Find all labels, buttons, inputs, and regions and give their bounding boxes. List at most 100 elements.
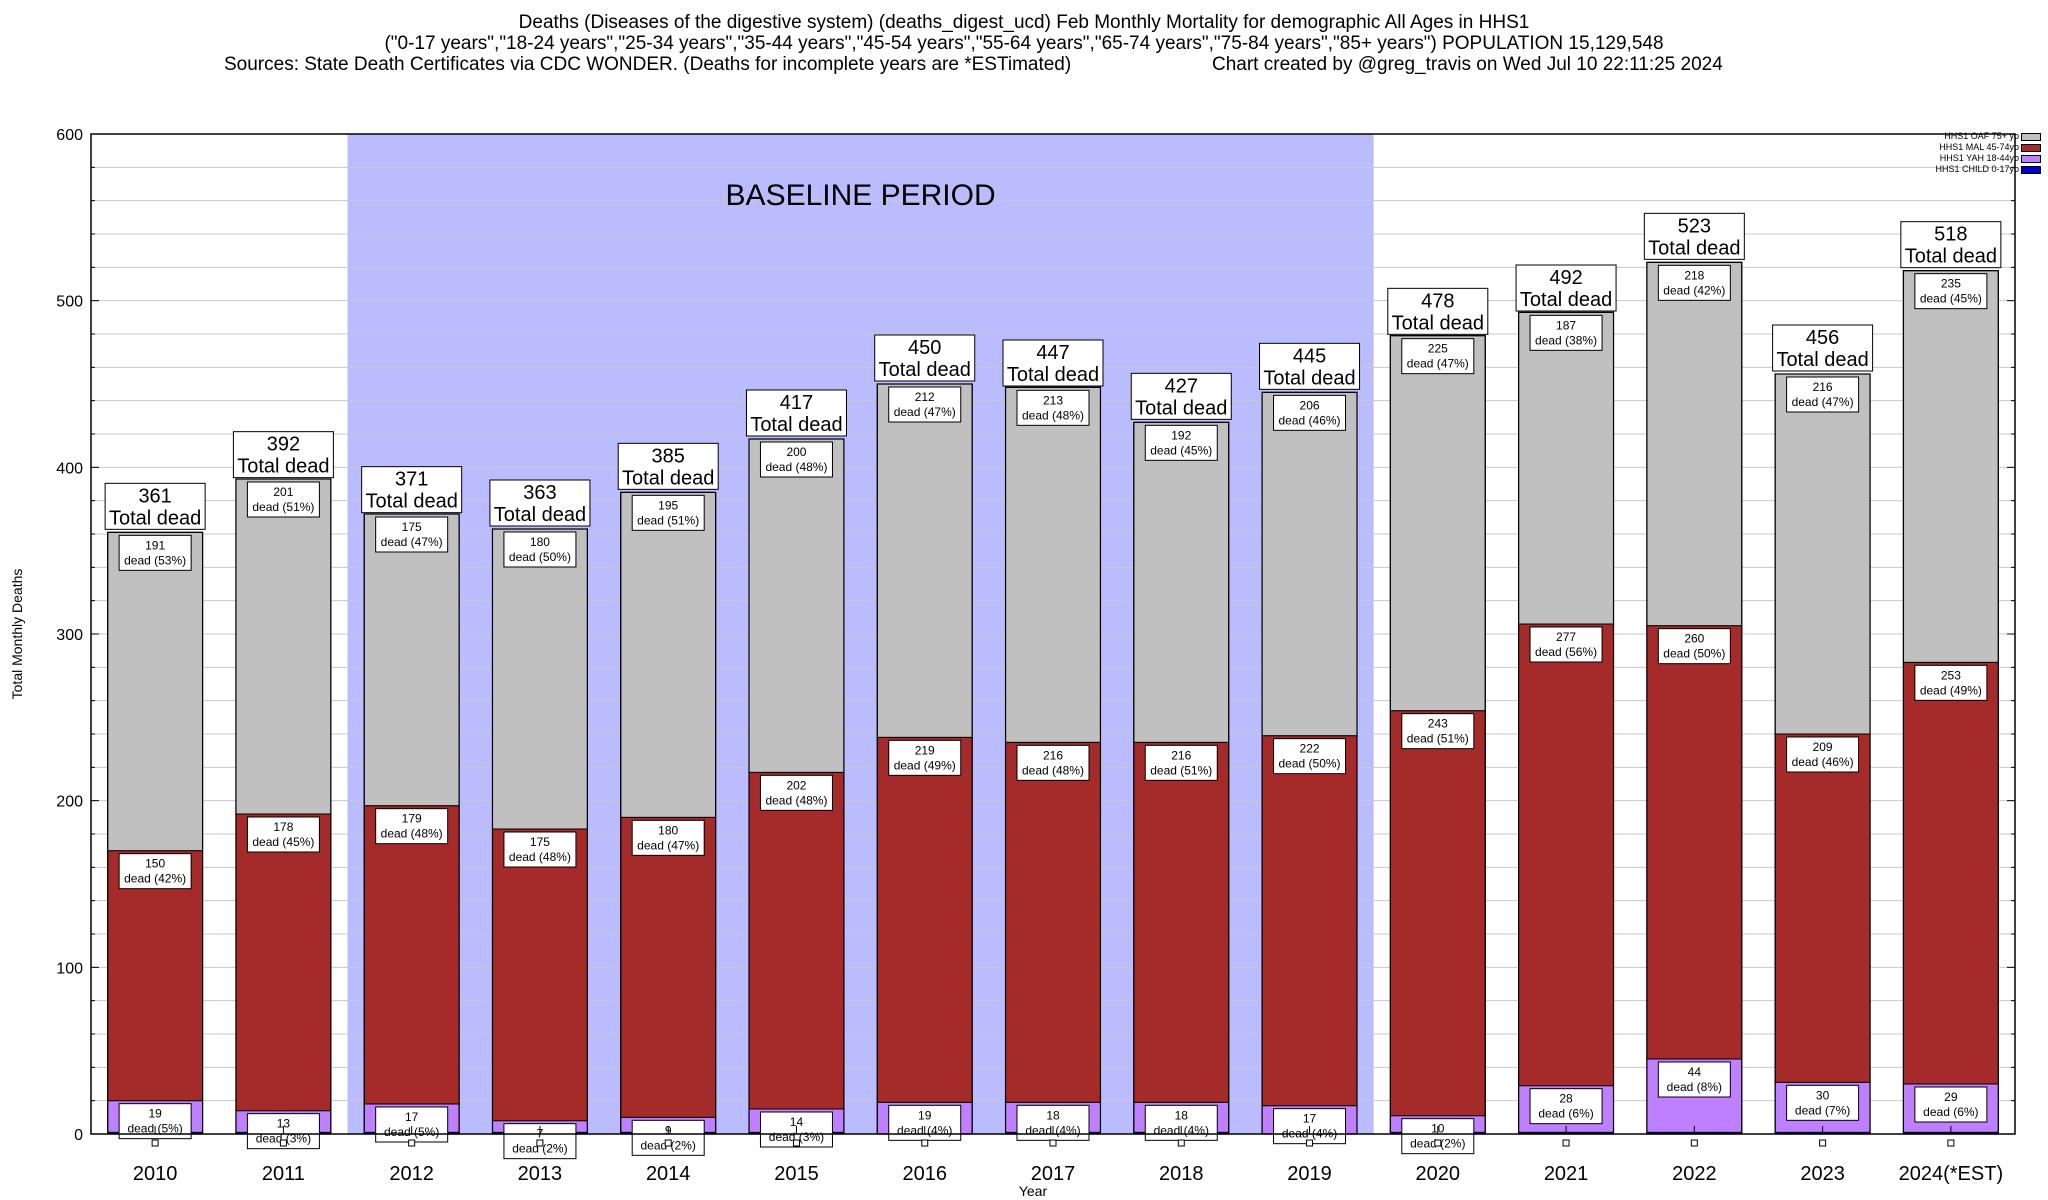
segment-value-label: 18 — [1046, 1108, 1060, 1122]
x-tick-label: 2017 — [1031, 1163, 1076, 1185]
child-marker — [1306, 1139, 1314, 1147]
total-label-box — [1259, 342, 1361, 390]
segment-label-box — [759, 774, 833, 811]
legend-entry: HHS1 CHILD 0-17yo — [1880, 164, 2045, 175]
x-tick-label: 2013 — [518, 1163, 563, 1185]
segment-percent-label: dead (38%) — [1535, 333, 1597, 347]
segment-percent-label: dead (47%) — [637, 838, 699, 852]
segment-value-label: 29 — [1944, 1090, 1958, 1104]
segment-value-label: 218 — [1684, 268, 1704, 282]
total-label-box — [1387, 287, 1489, 335]
total-text-label: Total dead — [622, 467, 714, 489]
total-label-box — [361, 466, 463, 514]
bar-segment — [620, 816, 717, 1118]
child-marker — [664, 1139, 672, 1147]
child-marker — [1434, 1139, 1442, 1147]
chart-credit: Chart created by @greg_travis on Wed Jul… — [1212, 54, 1723, 75]
segment-label-box — [375, 1106, 449, 1143]
chart-subtitle: ("0-17 years","18-24 years","25-34 years… — [384, 33, 1664, 54]
segment-percent-label: dead (48%) — [381, 827, 443, 841]
bar-segment — [1902, 661, 1999, 1085]
segment-percent-label: dead (51%) — [1407, 732, 1469, 746]
bar-segment — [876, 383, 973, 738]
chart-legend: HHS1 OAF 75+ yo HHS1 MAL 45-74yo HHS1 YAH … — [1880, 131, 2045, 175]
segment-label-box — [759, 441, 833, 478]
legend-entry: HHS1 OAF 75+ yo — [1880, 131, 2045, 142]
total-value-label: 417 — [780, 392, 813, 414]
segment-label-box — [1016, 389, 1090, 426]
total-label-box — [1130, 372, 1232, 420]
legend-label: HHS1 YAH 18-44yo — [1939, 153, 2019, 163]
child-marker — [1562, 1139, 1570, 1147]
total-text-label: Total dead — [879, 359, 971, 381]
segment-label-box — [1273, 738, 1347, 775]
bar-segment — [1389, 335, 1486, 712]
segment-label-box — [118, 853, 192, 890]
y-tick-label: 300 — [56, 627, 83, 644]
segment-value-label: 150 — [145, 857, 165, 871]
total-label-box — [1643, 212, 1745, 260]
segment-label-box — [1401, 1118, 1475, 1155]
segment-label-box — [631, 494, 705, 531]
segment-percent-label: dead (8%) — [1667, 1080, 1722, 1094]
segment-value-label: 195 — [658, 498, 678, 512]
bar-segment — [1774, 373, 1871, 735]
segment-value-label: 17 — [1303, 1112, 1317, 1126]
baseline-period-label: BASELINE PERIOD — [726, 179, 996, 212]
bar-segment — [1774, 733, 1871, 1083]
child-marker — [792, 1139, 800, 1147]
total-value-label: 445 — [1293, 345, 1326, 367]
total-value-label: 371 — [395, 469, 428, 491]
x-tick-label: 2014 — [646, 1163, 691, 1185]
segment-percent-label: dead (7%) — [1795, 1103, 1850, 1117]
plot-frame — [90, 133, 2016, 1135]
segment-value-label: 212 — [915, 390, 935, 404]
y-tick-label: 0 — [74, 1127, 83, 1144]
total-value-label: 363 — [523, 482, 556, 504]
total-text-label: Total dead — [1648, 237, 1740, 259]
x-tick-label: 2019 — [1287, 1163, 1332, 1185]
child-marker — [151, 1139, 159, 1147]
child-marker — [1177, 1139, 1185, 1147]
segment-value-label: 213 — [1043, 393, 1063, 407]
segment-percent-label: dead (50%) — [1663, 647, 1725, 661]
total-label-box — [1900, 221, 2002, 269]
segment-label-box — [503, 831, 577, 868]
segment-percent-label: dead (56%) — [1535, 645, 1597, 659]
total-label-box — [745, 389, 847, 437]
legend-swatch — [2021, 133, 2041, 141]
child-marker — [408, 1139, 416, 1147]
segment-label-box — [1273, 394, 1347, 431]
bar-segment — [107, 531, 204, 852]
total-text-label: Total dead — [494, 504, 586, 526]
total-value-label: 492 — [1549, 267, 1582, 289]
x-tick-label: 2015 — [774, 1163, 819, 1185]
segment-value-label: 222 — [1300, 742, 1320, 756]
segment-label-box — [1786, 736, 1860, 773]
segment-percent-label: dead (45%) — [252, 835, 314, 849]
segment-label-box — [1914, 664, 1988, 701]
segment-percent-label: dead (45%) — [1920, 292, 1982, 306]
bar-segment — [1518, 311, 1615, 625]
segment-value-label: 216 — [1171, 748, 1191, 762]
segment-value-label: 17 — [405, 1110, 419, 1124]
total-text-label: Total dead — [109, 507, 201, 529]
total-label-box — [1002, 339, 1104, 387]
total-text-label: Total dead — [1135, 397, 1227, 419]
x-tick-label: 2024(*EST) — [1899, 1163, 2004, 1185]
segment-label-box — [375, 516, 449, 553]
segment-percent-label: dead (50%) — [1279, 757, 1341, 771]
chart-sources: Sources: State Death Certificates via CD… — [224, 54, 1072, 75]
bar-segment — [235, 478, 332, 815]
child-marker — [1690, 1139, 1698, 1147]
segment-value-label: 44 — [1688, 1065, 1702, 1079]
x-tick-label: 2016 — [902, 1163, 947, 1185]
legend-label: HHS1 CHILD 0-17yo — [1935, 164, 2019, 174]
segment-label-box — [1914, 273, 1988, 310]
segment-label-box — [1529, 626, 1603, 663]
legend-entry: HHS1 MAL 45-74yo — [1880, 142, 2045, 153]
segment-value-label: 14 — [790, 1115, 804, 1129]
bar-segment — [1133, 741, 1230, 1103]
segment-value-label: 192 — [1171, 428, 1191, 442]
